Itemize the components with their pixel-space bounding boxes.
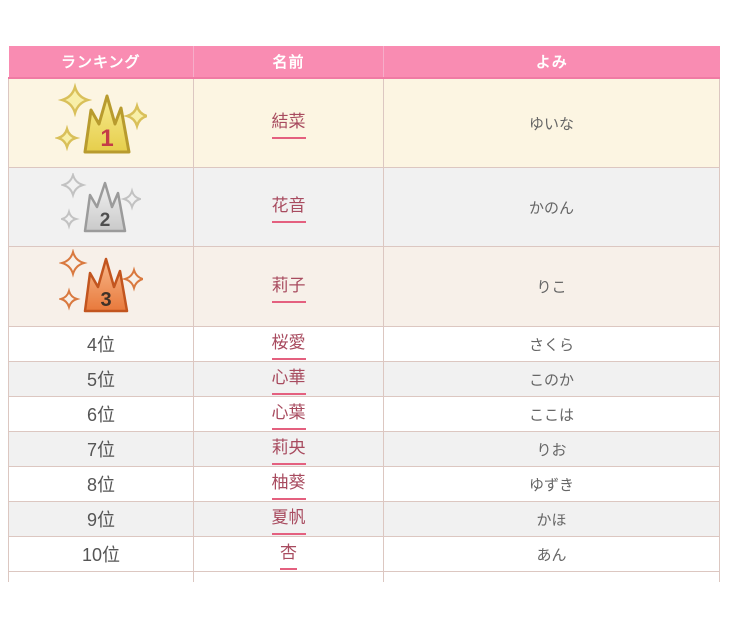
table-row: 5位 心華 このか bbox=[8, 361, 720, 397]
name-cell: 莉央 bbox=[193, 431, 384, 467]
name-cell: 柚葵 bbox=[193, 466, 384, 502]
clipped-next-row bbox=[8, 571, 720, 582]
name-link[interactable]: 結菜 bbox=[271, 107, 306, 139]
rank-cell: 6位 bbox=[8, 396, 194, 432]
silver-crown-icon: 2 bbox=[58, 170, 144, 232]
table-row: 7位 莉央 りお bbox=[8, 431, 720, 467]
reading-text: ゆずき bbox=[528, 476, 574, 494]
rank-cell: 10位 bbox=[8, 536, 194, 572]
column-header-name: 名前 bbox=[193, 46, 384, 79]
crown-rank-number: 3 bbox=[100, 289, 111, 311]
reading-text: ここは bbox=[528, 406, 574, 424]
name-cell: 杏 bbox=[193, 536, 384, 572]
rank-label: 5位 bbox=[86, 370, 115, 390]
reading-cell: さくら bbox=[383, 326, 720, 362]
reading-text: さくら bbox=[528, 336, 574, 354]
rank-label: 7位 bbox=[86, 440, 115, 460]
reading-cell: あん bbox=[383, 536, 720, 572]
reading-cell: りお bbox=[383, 431, 720, 467]
table-row: 3 莉子 りこ bbox=[8, 246, 720, 327]
crown-icon-wrap: 2 bbox=[58, 170, 144, 237]
table-header-row: ランキング 名前 よみ bbox=[8, 46, 720, 79]
reading-text: かのん bbox=[528, 199, 574, 217]
name-link[interactable]: 莉子 bbox=[271, 271, 306, 303]
reading-cell: かほ bbox=[383, 501, 720, 537]
name-link[interactable]: 夏帆 bbox=[271, 503, 306, 535]
name-link[interactable]: 莉央 bbox=[271, 433, 306, 465]
reading-text: りこ bbox=[536, 279, 567, 296]
table-row: 8位 柚葵 ゆずき bbox=[8, 466, 720, 502]
name-cell: 心葉 bbox=[193, 396, 384, 432]
name-link[interactable]: 桜愛 bbox=[271, 328, 306, 360]
name-link[interactable]: 心葉 bbox=[271, 398, 306, 430]
ranking-table-body: 1 結菜 ゆいな 2 花音 かのん 3 莉子 りこ 4位 桜愛 さくら 5位 心華 このか 6位 心葉 ここは 7位… bbox=[8, 77, 720, 582]
name-ranking-table: ランキング 名前 よみ 1 結菜 ゆいな 2 花音 かのん 3 莉子 りこ 4位 桜愛 さくら 5位 心華… bbox=[8, 46, 720, 582]
gold-crown-icon: 1 bbox=[53, 82, 152, 153]
name-link[interactable]: 心華 bbox=[271, 363, 306, 395]
reading-cell: りこ bbox=[383, 246, 720, 327]
rank-cell: 9位 bbox=[8, 501, 194, 537]
crown-icon-wrap: 1 bbox=[53, 82, 152, 160]
name-link[interactable]: 杏 bbox=[280, 538, 297, 570]
rank-label: 8位 bbox=[86, 475, 115, 495]
rank-cell: 8位 bbox=[8, 466, 194, 502]
rank-label: 10位 bbox=[81, 545, 121, 565]
column-header-ranking: ランキング bbox=[8, 46, 194, 79]
table-row: 6位 心葉 ここは bbox=[8, 396, 720, 432]
name-cell: 莉子 bbox=[193, 246, 384, 327]
name-cell: 結菜 bbox=[193, 77, 384, 168]
rank-cell: 1 bbox=[8, 77, 194, 168]
name-cell: 桜愛 bbox=[193, 326, 384, 362]
name-cell: 夏帆 bbox=[193, 501, 384, 537]
table-row: 4位 桜愛 さくら bbox=[8, 326, 720, 362]
reading-text: あん bbox=[536, 546, 567, 564]
reading-cell: ゆずき bbox=[383, 466, 720, 502]
crown-rank-number: 2 bbox=[100, 210, 111, 231]
reading-cell: このか bbox=[383, 361, 720, 397]
reading-cell: ここは bbox=[383, 396, 720, 432]
table-row: 2 花音 かのん bbox=[8, 167, 720, 247]
reading-text: このか bbox=[528, 371, 574, 389]
reading-text: りお bbox=[536, 441, 567, 459]
crown-icon-wrap: 3 bbox=[57, 248, 147, 319]
table-row: 9位 夏帆 かほ bbox=[8, 501, 720, 537]
rank-cell: 2 bbox=[8, 167, 194, 247]
name-link[interactable]: 柚葵 bbox=[271, 468, 306, 500]
reading-cell: ゆいな bbox=[383, 77, 720, 168]
rank-label: 4位 bbox=[86, 335, 115, 355]
bronze-crown-icon: 3 bbox=[57, 248, 147, 313]
table-row: 10位 杏 あん bbox=[8, 536, 720, 572]
rank-cell: 7位 bbox=[8, 431, 194, 467]
reading-text: ゆいな bbox=[528, 115, 574, 133]
rank-label: 6位 bbox=[86, 405, 115, 425]
reading-cell: かのん bbox=[383, 167, 720, 247]
crown-rank-number: 1 bbox=[100, 125, 113, 152]
rank-cell: 4位 bbox=[8, 326, 194, 362]
reading-text: かほ bbox=[536, 511, 567, 529]
table-row: 1 結菜 ゆいな bbox=[8, 77, 720, 168]
name-cell: 心華 bbox=[193, 361, 384, 397]
rank-cell: 5位 bbox=[8, 361, 194, 397]
column-header-reading: よみ bbox=[383, 46, 720, 79]
ranking-table-container: ランキング 名前 よみ 1 結菜 ゆいな 2 花音 かのん 3 莉子 りこ 4位 桜愛 さくら 5位 心華… bbox=[8, 46, 720, 582]
name-link[interactable]: 花音 bbox=[271, 191, 306, 223]
rank-label: 9位 bbox=[86, 510, 115, 530]
name-cell: 花音 bbox=[193, 167, 384, 247]
rank-cell: 3 bbox=[8, 246, 194, 327]
